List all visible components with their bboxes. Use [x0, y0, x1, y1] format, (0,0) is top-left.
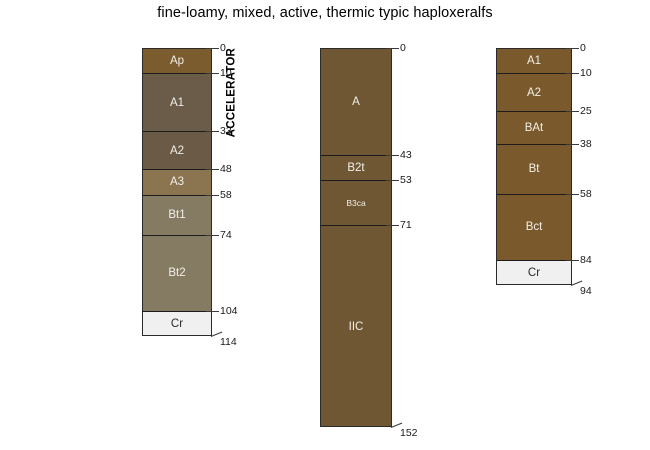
- horizon-layer: BAt: [497, 112, 571, 145]
- depth-label: 152: [400, 427, 418, 439]
- depth-label: 104: [220, 304, 238, 317]
- depth-label: 48: [220, 163, 232, 176]
- profile-box: A B2t B3ca IIC: [320, 48, 392, 427]
- horizon-label: Ap: [169, 55, 185, 68]
- horizon-label: B3ca: [346, 197, 366, 208]
- horizon-layer: B3ca: [321, 181, 391, 227]
- depth-label: 10: [580, 67, 592, 80]
- depth-label: 43: [400, 149, 412, 162]
- depth-label: 53: [400, 174, 412, 187]
- depth-label: 38: [580, 137, 592, 150]
- horizon-layer: Cr: [143, 311, 211, 335]
- depth-label: 58: [220, 188, 232, 201]
- horizon-label: Bt2: [168, 267, 186, 280]
- horizon-label: A2: [169, 144, 185, 157]
- horizon-label: Bct: [525, 221, 543, 234]
- profile-box: Ap A1 A2 A3 Bt1 Bt2 Cr: [142, 48, 212, 336]
- soil-profile-borden: BORDENAB2tB3caIIC0435371152: [320, 43, 418, 438]
- horizon-layer: A2: [497, 74, 571, 113]
- depth-tick: [206, 73, 219, 75]
- horizon-layer: A1: [143, 74, 211, 133]
- depth-label: 94: [580, 285, 592, 297]
- horizon-label: B2t: [347, 162, 365, 175]
- soil-profile-bressa: BRESSAA1A2BAtBtBctCr0102538588494: [496, 43, 592, 296]
- horizon-label: A1: [526, 55, 542, 68]
- depth-label: 33: [220, 125, 232, 138]
- horizon-layer: Bt1: [143, 195, 211, 236]
- depth-tick: [566, 143, 579, 145]
- horizon-label: A: [352, 96, 360, 109]
- horizon-label: Bt: [528, 163, 540, 176]
- depth-tick: [386, 48, 399, 49]
- chart-title: fine-loamy, mixed, active, thermic typic…: [157, 5, 493, 21]
- depth-label: 84: [580, 253, 592, 266]
- depth-tick: [386, 155, 399, 157]
- depth-label: 114: [220, 336, 237, 348]
- depth-tick: [386, 225, 399, 227]
- horizon-layer: A3: [143, 170, 211, 196]
- profile-box: A1 A2 BAt Bt Bct Cr: [496, 48, 572, 285]
- horizon-label: Bt1: [168, 209, 186, 222]
- horizon-layer: Cr: [497, 260, 571, 284]
- depth-label: 10: [220, 67, 232, 80]
- depth-label: 0: [220, 42, 226, 54]
- depth-tick: [206, 234, 219, 236]
- depth-tick: [206, 131, 219, 133]
- horizon-layer: Bt2: [143, 235, 211, 312]
- horizon-layer: Bct: [497, 195, 571, 261]
- depth-label: 58: [580, 188, 592, 201]
- depth-tick: [206, 310, 219, 312]
- horizon-label: A3: [169, 176, 185, 189]
- horizon-layer: A: [321, 49, 391, 157]
- depth-tick: [566, 73, 579, 75]
- horizon-layer: B2t: [321, 156, 391, 182]
- horizon-layer: IIC: [321, 226, 391, 426]
- horizon-label: A2: [526, 86, 542, 99]
- depth-tick: [566, 111, 579, 113]
- horizon-label: Cr: [170, 318, 184, 331]
- horizon-layer: Bt: [497, 144, 571, 196]
- horizon-layer: A1: [497, 49, 571, 75]
- depth-tick: [206, 194, 219, 196]
- depth-label: 74: [220, 228, 232, 241]
- depth-label: 0: [580, 42, 586, 54]
- depth-tick: [566, 259, 579, 261]
- depth-label: 25: [580, 105, 592, 118]
- depth-tick: [386, 180, 399, 182]
- profile-name-label: ACCELERATOR: [225, 48, 238, 138]
- depth-tick: [206, 48, 219, 49]
- horizon-label: IIC: [348, 320, 364, 333]
- horizon-label: A1: [169, 96, 185, 109]
- horizon-label: BAt: [524, 121, 544, 134]
- horizon-layer: A2: [143, 132, 211, 171]
- depth-tick: [566, 48, 579, 49]
- horizon-layer: Ap: [143, 49, 211, 75]
- depth-label: 0: [400, 42, 406, 54]
- depth-tick: [206, 169, 219, 171]
- depth-tick: [566, 194, 579, 196]
- horizon-label: Cr: [527, 267, 541, 280]
- soil-profile-accelerator: ACCELERATOR Ap A1 A2 A3 Bt1 Bt2 Cr 0 10 33 48 58 74 10…: [142, 43, 238, 347]
- depth-label: 71: [400, 219, 412, 232]
